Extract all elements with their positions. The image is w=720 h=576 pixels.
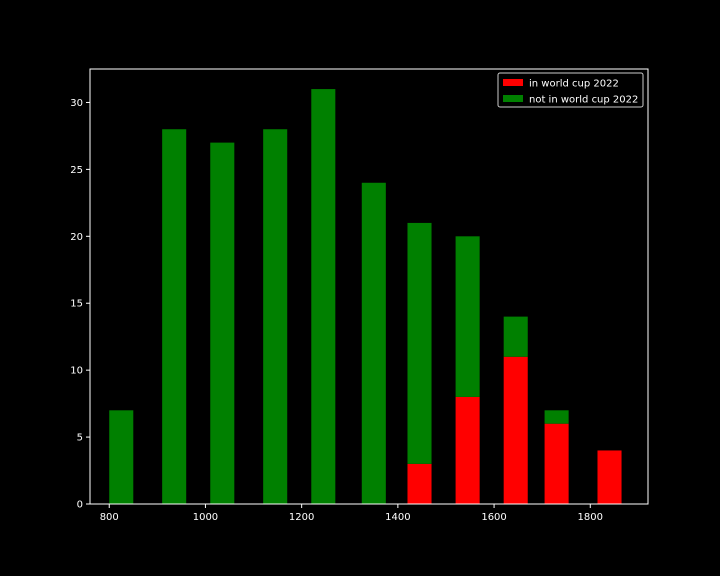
y-axis: 0 5 10 15 20 25 30 (70, 98, 90, 511)
y-tick-label-6: 30 (70, 98, 83, 109)
bar-in-world-cup-6 (407, 463, 432, 504)
bar-not-in-world-cup-9 (544, 410, 569, 424)
y-tick-label-0: 0 (77, 500, 83, 511)
bar-in-world-cup-7 (455, 396, 480, 504)
bars-layer (109, 89, 622, 505)
bar-not-in-world-cup-7 (455, 236, 480, 397)
plot-frame (89, 68, 649, 505)
y-tick-label-4: 20 (70, 232, 83, 243)
bar-not-in-world-cup-1 (162, 129, 187, 505)
legend-label-in-world-cup: in world cup 2022 (529, 79, 619, 90)
x-tick-label-4: 1600 (481, 512, 506, 523)
bar-not-in-world-cup-3 (263, 129, 288, 505)
y-tick-label-5: 25 (70, 165, 83, 176)
y-tick-label-3: 15 (70, 299, 83, 310)
bar-in-world-cup-10 (597, 450, 622, 504)
y-tick-label-1: 5 (77, 433, 83, 444)
legend-label-not-in-world-cup: not in world cup 2022 (529, 95, 638, 106)
bar-not-in-world-cup-5 (361, 182, 386, 504)
bar-not-in-world-cup-6 (407, 222, 432, 464)
bar-not-in-world-cup-2 (210, 142, 235, 504)
x-tick-label-2: 1200 (289, 512, 314, 523)
legend-swatch-not-in-world-cup (503, 95, 523, 102)
legend-box (497, 72, 644, 108)
y-tick-label-2: 10 (70, 366, 83, 377)
bar-not-in-world-cup-8 (503, 316, 528, 357)
x-tick-label-5: 1800 (578, 512, 603, 523)
bar-in-world-cup-9 (544, 423, 569, 504)
bar-in-world-cup-8 (503, 356, 528, 504)
bar-not-in-world-cup-0 (109, 410, 134, 504)
legend-swatch-in-world-cup (503, 79, 523, 86)
x-axis: 800 1000 1200 1400 1600 1800 (100, 504, 603, 523)
legend: in world cup 2022 not in world cup 2022 (497, 72, 644, 108)
x-tick-label-0: 800 (100, 512, 119, 523)
x-tick-label-1: 1000 (193, 512, 218, 523)
x-tick-label-3: 1400 (385, 512, 410, 523)
bar-not-in-world-cup-4 (311, 89, 336, 504)
